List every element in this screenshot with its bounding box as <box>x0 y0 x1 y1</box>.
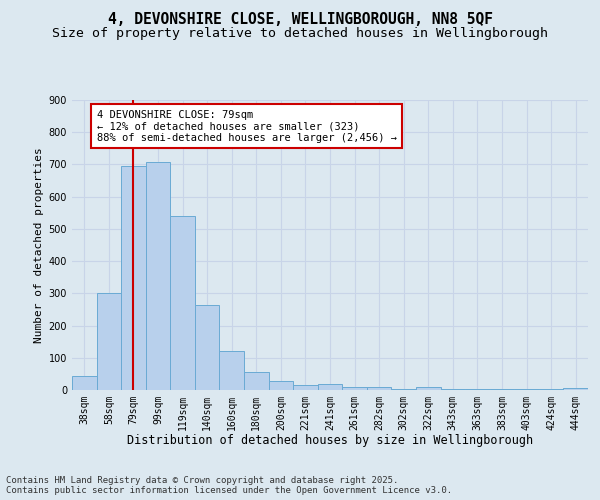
Bar <box>490 389 514 390</box>
Bar <box>121 166 146 390</box>
Bar <box>195 304 220 390</box>
Bar <box>244 372 269 390</box>
Bar <box>465 389 490 390</box>
Bar <box>342 388 367 390</box>
Bar <box>514 389 539 390</box>
Bar <box>72 376 97 390</box>
Bar <box>170 216 195 390</box>
Bar <box>563 388 588 390</box>
Bar <box>293 385 318 390</box>
Bar <box>440 389 465 390</box>
Bar <box>146 162 170 390</box>
Bar <box>318 384 342 390</box>
Bar <box>539 389 563 390</box>
Bar <box>416 388 440 390</box>
Bar <box>97 294 121 390</box>
Bar <box>367 387 391 390</box>
Text: 4 DEVONSHIRE CLOSE: 79sqm
← 12% of detached houses are smaller (323)
88% of semi: 4 DEVONSHIRE CLOSE: 79sqm ← 12% of detac… <box>97 110 397 143</box>
X-axis label: Distribution of detached houses by size in Wellingborough: Distribution of detached houses by size … <box>127 434 533 448</box>
Bar <box>391 389 416 390</box>
Text: 4, DEVONSHIRE CLOSE, WELLINGBOROUGH, NN8 5QF: 4, DEVONSHIRE CLOSE, WELLINGBOROUGH, NN8… <box>107 12 493 28</box>
Y-axis label: Number of detached properties: Number of detached properties <box>34 147 44 343</box>
Bar <box>269 381 293 390</box>
Bar <box>220 350 244 390</box>
Text: Size of property relative to detached houses in Wellingborough: Size of property relative to detached ho… <box>52 28 548 40</box>
Text: Contains HM Land Registry data © Crown copyright and database right 2025.
Contai: Contains HM Land Registry data © Crown c… <box>6 476 452 495</box>
